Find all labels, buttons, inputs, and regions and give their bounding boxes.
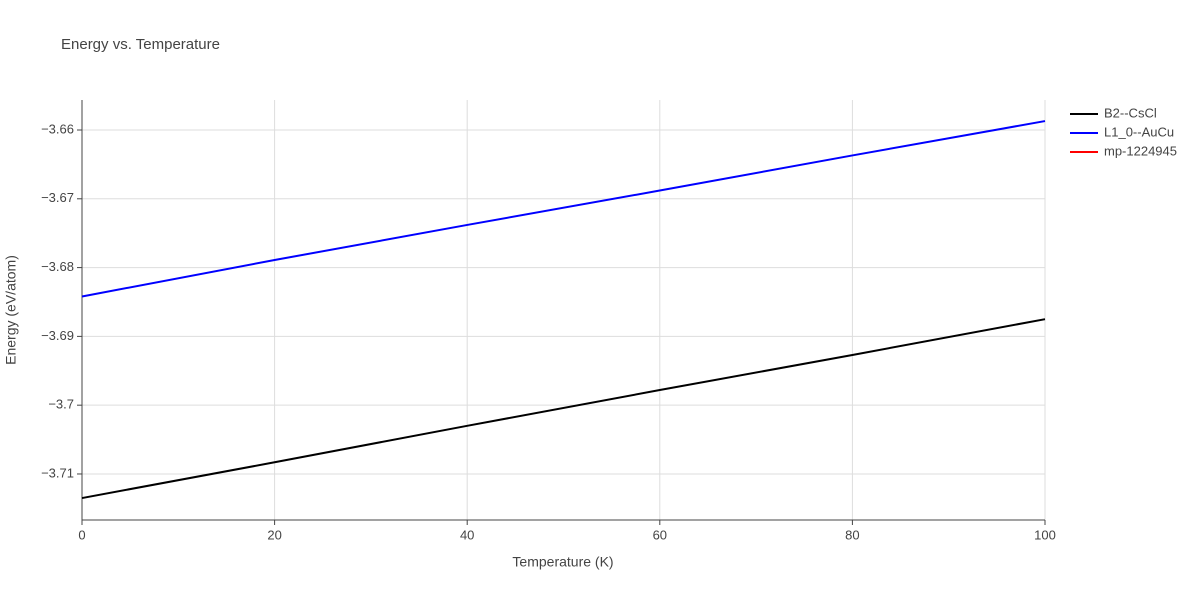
x-tick-label: 40 xyxy=(460,527,474,542)
x-tick-label: 100 xyxy=(1034,527,1056,542)
y-tick-label: −3.71 xyxy=(41,465,74,480)
y-tick-label: −3.69 xyxy=(41,328,74,343)
series-line xyxy=(81,318,1046,500)
x-tick-label: 60 xyxy=(653,527,667,542)
chart-title: Energy vs. Temperature xyxy=(61,36,220,53)
x-axis-label: Temperature (K) xyxy=(512,554,613,570)
y-tick-label: −3.7 xyxy=(48,397,74,412)
legend-label[interactable]: mp-1224945 xyxy=(1104,143,1177,158)
y-tick-label: −3.66 xyxy=(41,121,74,136)
legend-label[interactable]: L1_0--AuCu xyxy=(1104,124,1174,139)
x-tick-label: 80 xyxy=(845,527,859,542)
series-line xyxy=(81,120,1046,298)
x-tick-label: 20 xyxy=(267,527,281,542)
legend-label[interactable]: B2--CsCl xyxy=(1104,105,1157,120)
y-tick-label: −3.68 xyxy=(41,259,74,274)
y-tick-label: −3.67 xyxy=(41,190,74,205)
x-tick-label: 0 xyxy=(78,527,85,542)
y-axis-label: Energy (eV/atom) xyxy=(3,255,19,365)
